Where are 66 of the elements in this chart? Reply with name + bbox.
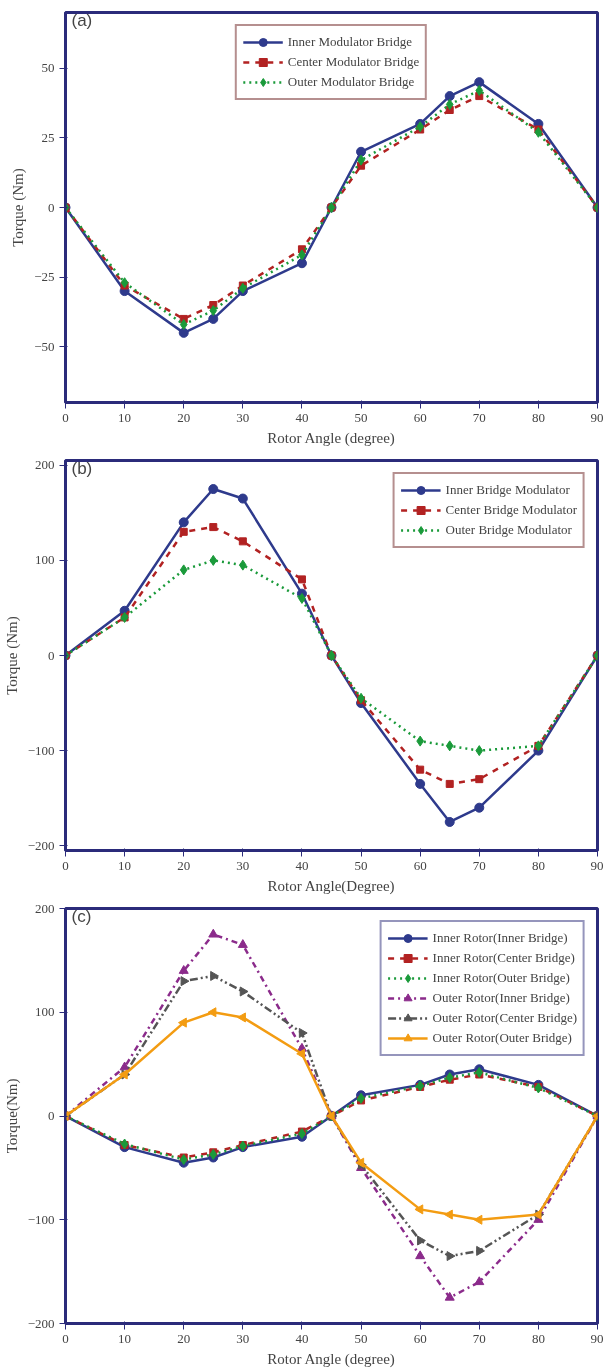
y-tick-label: 100 xyxy=(35,1004,55,1020)
y-tick-label: 200 xyxy=(35,900,55,916)
x-tick-label: 50 xyxy=(354,1330,368,1346)
x-tick-label: 70 xyxy=(472,1330,486,1346)
legend-label: Inner Rotor(Inner Bridge) xyxy=(432,930,568,946)
y-axis-title: Torque(Nm) xyxy=(3,1078,21,1154)
x-tick-label: 10 xyxy=(118,1330,132,1346)
x-axis-title: Rotor Angle(Degree) xyxy=(267,877,395,895)
x-tick-label: 10 xyxy=(118,857,132,873)
x-axis-title: Rotor Angle (degree) xyxy=(267,429,395,447)
x-tick-label: 90 xyxy=(590,857,603,873)
y-tick-label: −200 xyxy=(27,1315,55,1331)
x-tick-label: 0 xyxy=(62,409,69,425)
y-tick-label: −50 xyxy=(34,338,55,354)
x-tick-label: 20 xyxy=(177,1330,191,1346)
legend-label: Outer Modulator Bridge xyxy=(287,74,415,90)
y-tick-label: 0 xyxy=(48,647,55,663)
x-tick-label: 10 xyxy=(118,409,132,425)
legend-label: Inner Bridge Modulator xyxy=(445,482,570,498)
chart-title: (a) xyxy=(71,10,93,30)
y-tick-label: 50 xyxy=(41,60,55,76)
legend-label: Center Bridge Modulator xyxy=(445,502,577,518)
legend-label: Inner Rotor(Outer Bridge) xyxy=(432,970,570,986)
chart-title: (c) xyxy=(71,906,92,926)
legend-label: Outer Rotor(Outer Bridge) xyxy=(432,1030,572,1046)
x-tick-label: 80 xyxy=(531,409,545,425)
x-tick-label: 0 xyxy=(62,857,69,873)
x-tick-label: 30 xyxy=(236,857,250,873)
x-tick-label: 50 xyxy=(354,857,368,873)
y-tick-label: −100 xyxy=(27,742,55,758)
x-tick-label: 80 xyxy=(531,1330,545,1346)
x-tick-label: 50 xyxy=(354,409,368,425)
y-tick-label: −25 xyxy=(34,269,55,285)
legend-label: Inner Modulator Bridge xyxy=(287,34,412,50)
legend-label: Center Modulator Bridge xyxy=(287,54,420,70)
y-tick-label: 200 xyxy=(35,457,55,473)
x-tick-label: 90 xyxy=(590,1330,603,1346)
y-tick-label: 25 xyxy=(41,129,55,145)
y-tick-label: 100 xyxy=(35,552,55,568)
y-tick-label: 0 xyxy=(48,199,55,215)
x-tick-label: 70 xyxy=(472,409,486,425)
x-tick-label: 40 xyxy=(295,857,309,873)
legend-label: Inner Rotor(Center Bridge) xyxy=(432,950,575,966)
x-tick-label: 0 xyxy=(62,1330,69,1346)
x-tick-label: 90 xyxy=(590,409,603,425)
x-tick-label: 40 xyxy=(295,409,309,425)
y-tick-label: 0 xyxy=(48,1108,55,1123)
x-tick-label: 80 xyxy=(531,857,545,873)
x-tick-label: 60 xyxy=(413,409,427,425)
y-tick-label: −200 xyxy=(27,837,55,853)
y-tick-label: −100 xyxy=(27,1211,55,1227)
x-tick-label: 40 xyxy=(295,1330,309,1346)
x-tick-label: 20 xyxy=(177,409,191,425)
x-tick-label: 30 xyxy=(236,409,250,425)
y-axis-title: Torque (Nm) xyxy=(10,168,28,247)
x-tick-label: 60 xyxy=(413,857,427,873)
y-axis-title: Torque (Nm) xyxy=(3,616,21,695)
chart-title: (b) xyxy=(71,458,93,478)
x-axis-title: Rotor Angle (degree) xyxy=(267,1350,395,1368)
x-tick-label: 30 xyxy=(236,1330,250,1346)
legend-label: Outer Rotor(Inner Bridge) xyxy=(432,990,570,1006)
legend-label: Outer Bridge Modulator xyxy=(445,522,572,538)
legend-label: Outer Rotor(Center Bridge) xyxy=(432,1010,577,1026)
x-tick-label: 20 xyxy=(177,857,191,873)
x-tick-label: 70 xyxy=(472,857,486,873)
x-tick-label: 60 xyxy=(413,1330,427,1346)
